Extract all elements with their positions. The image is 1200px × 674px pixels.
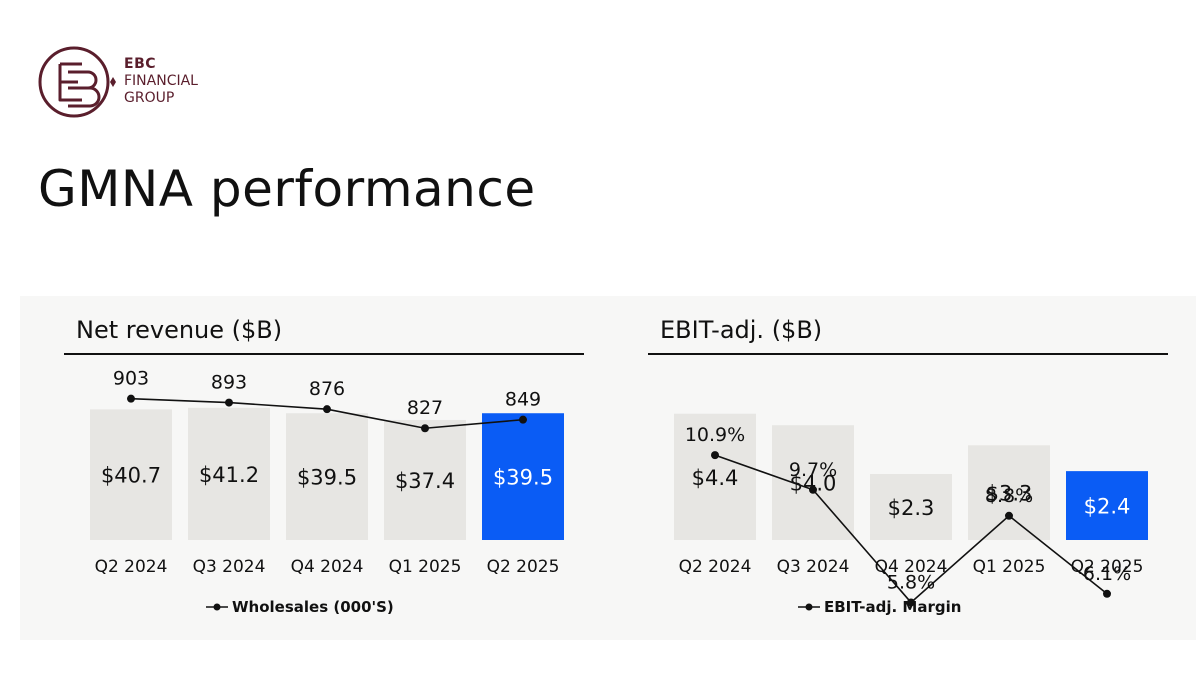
- rev-line-point-3: [323, 405, 331, 414]
- rev-tick-label-3: Q4 2024: [291, 557, 364, 577]
- rev-legend-marker-icon: [213, 603, 221, 611]
- rev-line-point-1: [127, 394, 135, 403]
- brand-logo: EBC FINANCIAL GROUP: [38, 44, 238, 120]
- ebit-bar-label-1: $4.4: [692, 466, 739, 490]
- rev-legend-label: Wholesales (000'S): [232, 598, 394, 616]
- brand-line-3: GROUP: [124, 90, 175, 106]
- rev-bar-2: [188, 407, 270, 540]
- rev-bar-1: [90, 409, 172, 540]
- rev-tick-label-2: Q3 2024: [193, 557, 266, 577]
- brand-line-2: FINANCIAL: [124, 73, 198, 89]
- rev-line-label-2: 893: [211, 372, 247, 394]
- ebit-tick-label-3: Q4 2024: [875, 557, 948, 577]
- ebit-line-point-4: [1005, 511, 1013, 520]
- ebit-bar-label-4: $3.3: [986, 482, 1033, 506]
- rev-line-label-1: 903: [113, 368, 149, 390]
- rev-line-point-4: [421, 424, 429, 433]
- rev-legend: Wholesales (000'S): [206, 598, 394, 616]
- rev-line-label-3: 876: [309, 378, 345, 400]
- rev-bar-label-3: $39.5: [297, 466, 357, 490]
- ebit-line-label-1: 10.9%: [685, 424, 745, 446]
- ebc-monogram-icon: [38, 46, 116, 118]
- brand-name: EBC FINANCIAL GROUP: [124, 56, 198, 107]
- rev-line-label-5: 849: [505, 389, 541, 411]
- rev-bar-label-4: $37.4: [395, 469, 455, 493]
- chart-title-net-revenue: Net revenue ($B): [76, 316, 283, 344]
- rev-bar-label-2: $41.2: [199, 463, 259, 487]
- ebit-line-label-5: 6.1%: [1083, 563, 1131, 585]
- ebit-bar-1: [674, 413, 756, 540]
- ebit-line-point-1: [711, 451, 719, 460]
- ebit-legend: EBIT-adj. Margin: [798, 598, 961, 616]
- ebit-legend-marker-icon: [805, 603, 813, 611]
- rev-line-point-2: [225, 398, 233, 407]
- rev-line-label-4: 827: [407, 397, 443, 419]
- rev-tick-label-1: Q2 2024: [95, 557, 168, 577]
- page-title: GMNA performance: [38, 160, 536, 218]
- ebit-line-label-3: 5.8%: [887, 571, 935, 593]
- rev-bar-label-5: $39.5: [493, 466, 553, 490]
- ebit-tick-label-1: Q2 2024: [679, 557, 752, 577]
- chart-rule-net-revenue: [64, 353, 584, 355]
- rev-bar-5: [482, 413, 564, 540]
- ebit-line-point-3: [907, 598, 915, 607]
- rev-bar-4: [384, 419, 466, 540]
- ebit-legend-label: EBIT-adj. Margin: [824, 598, 961, 616]
- ebit-bar-4: [968, 445, 1050, 540]
- ebit-bar-label-3: $2.3: [888, 496, 935, 520]
- chart-title-ebit: EBIT-adj. ($B): [660, 316, 823, 344]
- brand-line-1: EBC: [124, 56, 157, 72]
- ebit-bar-label-5: $2.4: [1084, 495, 1131, 519]
- ebit-tick-label-4: Q1 2025: [973, 557, 1046, 577]
- ebit-tick-label-2: Q3 2024: [777, 557, 850, 577]
- rev-tick-label-5: Q2 2025: [487, 557, 560, 577]
- chart-rule-ebit: [648, 353, 1168, 355]
- ebit-bar-3: [870, 474, 952, 540]
- ebit-line-point-2: [809, 485, 817, 494]
- ebit-line-label-2: 9.7%: [789, 459, 837, 481]
- rev-bar-label-1: $40.7: [101, 464, 161, 488]
- ebit-tick-label-5: Q2 2025: [1071, 557, 1144, 577]
- rev-tick-label-4: Q1 2025: [389, 557, 462, 577]
- ebit-line-label-4: 8.8%: [985, 485, 1033, 507]
- rev-line-point-5: [519, 415, 527, 424]
- ebit-line-point-5: [1103, 589, 1111, 598]
- ebit-bar-5: [1066, 471, 1148, 540]
- rev-bar-3: [286, 413, 368, 540]
